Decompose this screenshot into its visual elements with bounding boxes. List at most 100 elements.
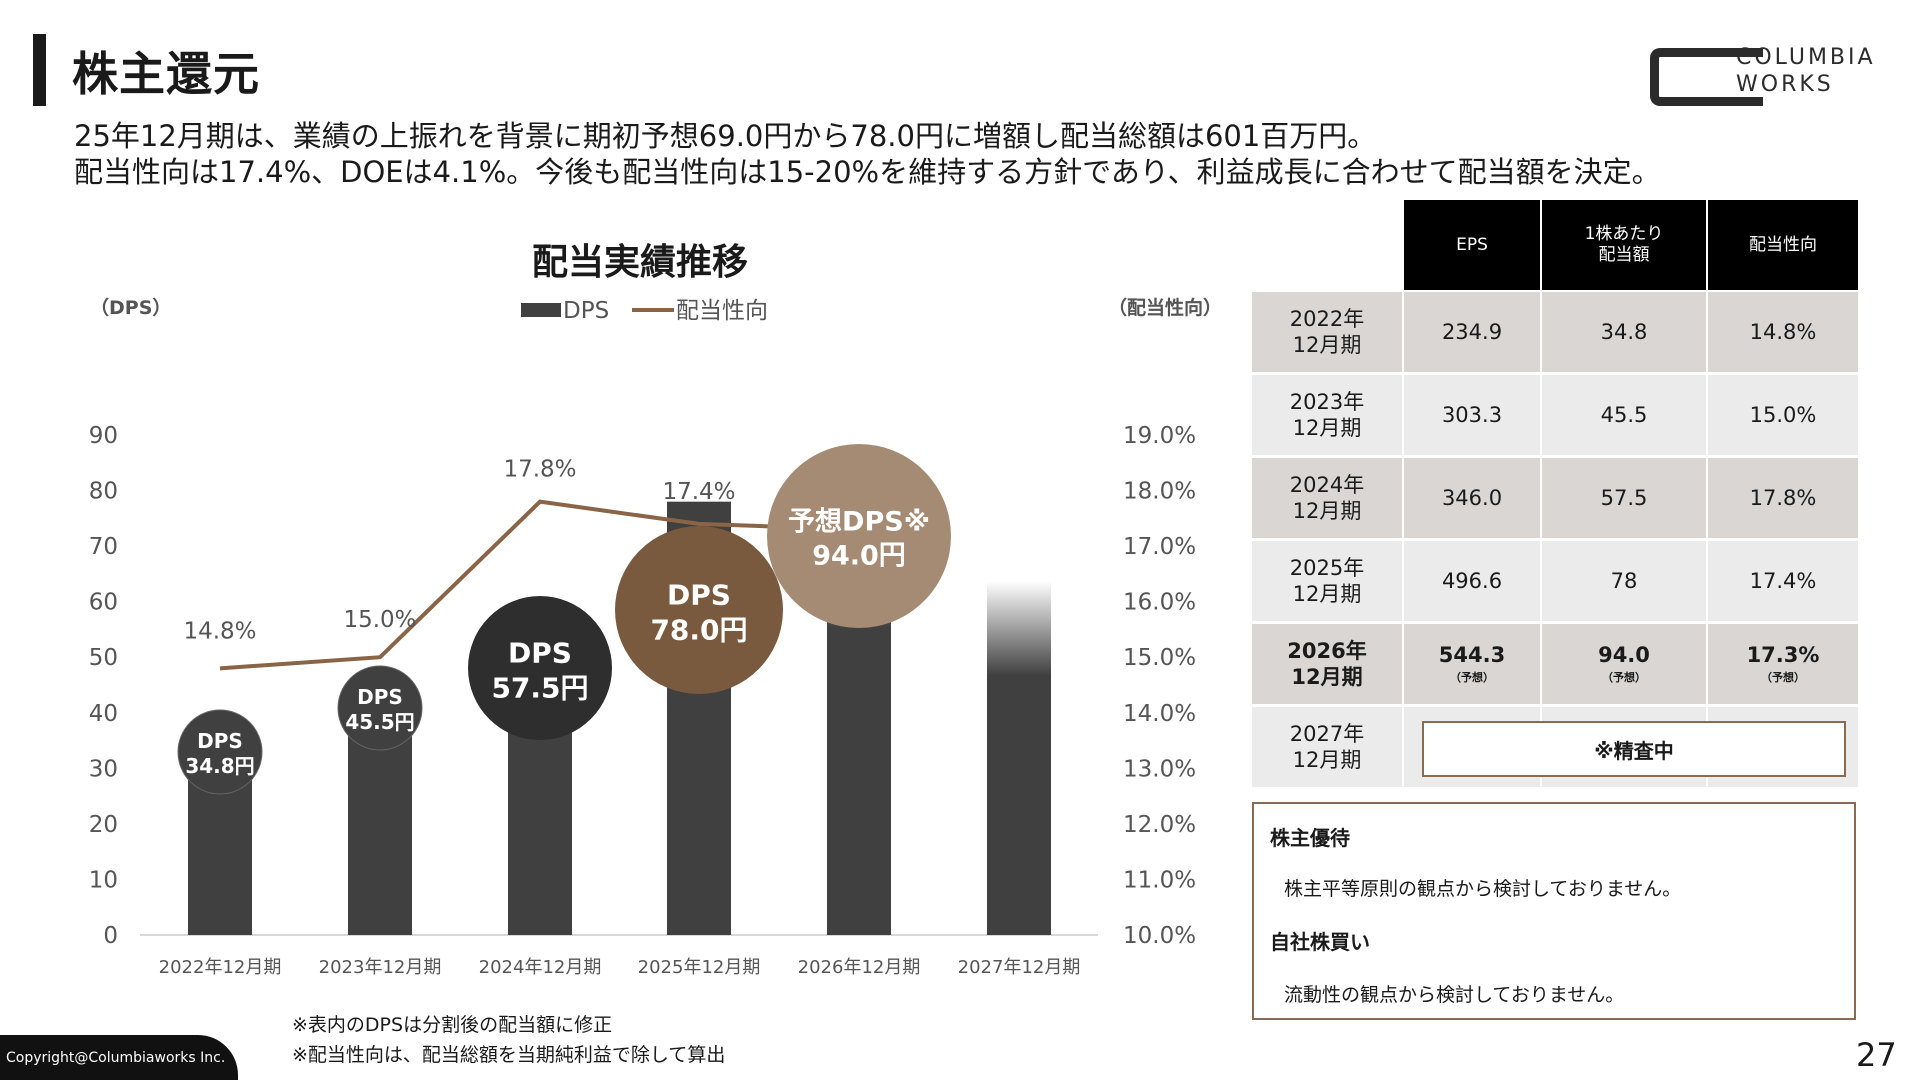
table-cell-value: 303.3 — [1441, 403, 1503, 427]
table-cell-value: 17.4% — [1749, 569, 1817, 593]
payout-label: 17.8% — [503, 457, 576, 483]
y-tick-label: 10 — [89, 867, 118, 893]
table-cell-value: 17.3% — [1746, 643, 1820, 667]
y-tick-label: 40 — [89, 701, 118, 727]
table-cell-eps: 303.3 — [1404, 375, 1540, 455]
table-cell-value: 496.6 — [1441, 569, 1503, 593]
bubble-label: 予想DPS※ — [788, 507, 930, 538]
table-cell-value: 45.5 — [1600, 403, 1648, 427]
header-eps: EPS — [1404, 200, 1540, 290]
bubble-value: 34.8円 — [185, 754, 254, 778]
x-tick-label: 2026年12月期 — [798, 957, 921, 978]
y-tick-label: 60 — [89, 590, 118, 616]
company-logo: COLUMBIA WORKS — [1650, 44, 1900, 106]
y-tick-label: 90 — [89, 423, 118, 449]
logo-line2: WORKS — [1736, 72, 1834, 97]
y2-tick-label: 16.0% — [1123, 590, 1196, 616]
x-tick-label: 2022年12月期 — [159, 957, 282, 978]
y-tick-label: 0 — [103, 923, 118, 949]
legend-dps-label: DPS — [563, 298, 609, 324]
dps-bubble — [767, 444, 951, 628]
header-dps: 1株あたり 配当額 — [1542, 200, 1706, 290]
table-row-label: 2022年 12月期 — [1252, 292, 1402, 372]
bubble-label: DPS — [357, 685, 403, 709]
y-tick-label: 80 — [89, 479, 118, 505]
logo-mark-icon — [1650, 48, 1763, 106]
table-row-label: 2026年 12月期 — [1252, 624, 1402, 704]
dps-bubble — [615, 526, 783, 694]
table-row-label: 2023年 12月期 — [1252, 375, 1402, 455]
table-cell-dps: 57.5 — [1542, 458, 1706, 538]
lead-line-1: 25年12月期は、業績の上振れを背景に期初予想69.0円から78.0円に増額し配… — [74, 119, 1377, 153]
header-payout: 配当性向 — [1708, 200, 1858, 290]
lead-text: 25年12月期は、業績の上振れを背景に期初予想69.0円から78.0円に増額し配… — [74, 118, 1661, 190]
table-cell-note: （予想） — [1450, 671, 1494, 684]
table-cell-value: 57.5 — [1600, 486, 1648, 510]
bubble-value: 57.5円 — [491, 671, 588, 704]
table-cell-note: （予想） — [1602, 671, 1646, 684]
table-cell-value: 14.8% — [1749, 320, 1817, 344]
table-cell-eps: 346.0 — [1404, 458, 1540, 538]
right-axis-label: （配当性向） — [1108, 297, 1223, 319]
payout-label: 15.0% — [343, 607, 416, 633]
x-tick-label: 2023年12月期 — [319, 957, 442, 978]
y2-tick-label: 11.0% — [1123, 867, 1196, 893]
table-row-label: 2027年 12月期 — [1252, 707, 1402, 787]
legend-payout-label: 配当性向 — [676, 298, 768, 324]
dps-bubble — [337, 665, 423, 751]
bubble-value: 78.0円 — [650, 613, 747, 646]
y2-tick-label: 15.0% — [1123, 645, 1196, 671]
x-tick-label: 2025年12月期 — [638, 957, 761, 978]
y2-tick-label: 14.0% — [1123, 701, 1196, 727]
bubble-value: 45.5円 — [345, 710, 414, 734]
table-cell-eps: 544.3 （予想） — [1404, 624, 1540, 704]
dividend-chart: 0 10 20 30 40 50 60 70 80 90 10.0% 11.0% 12.0% 13.0%… — [89, 298, 1196, 978]
footnote-2: ※配当性向は、配当総額を当期純利益で除して算出 — [292, 1044, 726, 1066]
lead-line-2: 配当性向は17.4%、DOEは4.1%。今後も配当性向は15-20%を維持する方… — [74, 155, 1661, 189]
y2-tick-label: 17.0% — [1123, 534, 1196, 560]
shareholder-policy-box: 株主優待 株主平等原則の観点から検討しておりません。 自社株買い 流動性の観点か… — [1252, 802, 1856, 1020]
table-cell-value: 544.3 — [1438, 643, 1506, 667]
table-row-label: 2024年 12月期 — [1252, 458, 1402, 538]
page-number: 27 — [1856, 1036, 1897, 1074]
y2-tick-label: 18.0% — [1123, 479, 1196, 505]
x-tick-label: 2024年12月期 — [479, 957, 602, 978]
payout-line — [219, 499, 860, 671]
y2-tick-label: 13.0% — [1123, 756, 1196, 782]
dps-bubble — [177, 709, 263, 795]
x-tick-label: 2027年12月期 — [958, 957, 1081, 978]
table-cell-value: 346.0 — [1441, 486, 1503, 510]
chart-title: 配当実績推移 — [531, 242, 748, 283]
bubble-label: DPS — [197, 729, 243, 753]
yutai-heading: 株主優待 — [1270, 826, 1350, 850]
logo-text: COLUMBIA WORKS — [1736, 44, 1876, 98]
pending-review-box: ※精査中 — [1422, 721, 1846, 777]
title-accent-bar — [33, 34, 46, 106]
bar-dps-2027 — [987, 462, 1051, 935]
table-cell-payout: 17.4% — [1708, 541, 1858, 621]
table-cell-note: （予想） — [1761, 671, 1805, 684]
bubble-label: DPS — [667, 578, 731, 611]
legend-dps-swatch — [521, 303, 561, 317]
buyback-text: 流動性の観点から検討しておりません。 — [1284, 984, 1625, 1006]
y-tick-label: 20 — [89, 812, 118, 838]
logo-line1: COLUMBIA — [1736, 45, 1876, 70]
table-cell-payout: 14.8% — [1708, 292, 1858, 372]
page-title: 株主還元 — [72, 47, 260, 101]
bubble-label: DPS — [508, 636, 572, 669]
dps-bubble — [468, 596, 612, 740]
y-tick-label: 70 — [89, 534, 118, 560]
table-cell-eps: 496.6 — [1404, 541, 1540, 621]
table-cell-dps: 78 — [1542, 541, 1706, 621]
table-cell-value: 34.8 — [1600, 320, 1648, 344]
table-cell-value: 234.9 — [1441, 320, 1503, 344]
payout-label: 17.4% — [662, 479, 735, 505]
y-tick-label: 50 — [89, 645, 118, 671]
y2-tick-label: 10.0% — [1123, 923, 1196, 949]
left-axis-label: （DPS） — [90, 297, 172, 319]
payout-label: 14.8% — [183, 618, 256, 644]
table-cell-dps: 94.0 （予想） — [1542, 624, 1706, 704]
yutai-text: 株主平等原則の観点から検討しておりません。 — [1284, 878, 1682, 900]
table-cell-value: 94.0 — [1598, 643, 1650, 667]
footnote-1: ※表内のDPSは分割後の配当額に修正 — [292, 1014, 613, 1036]
